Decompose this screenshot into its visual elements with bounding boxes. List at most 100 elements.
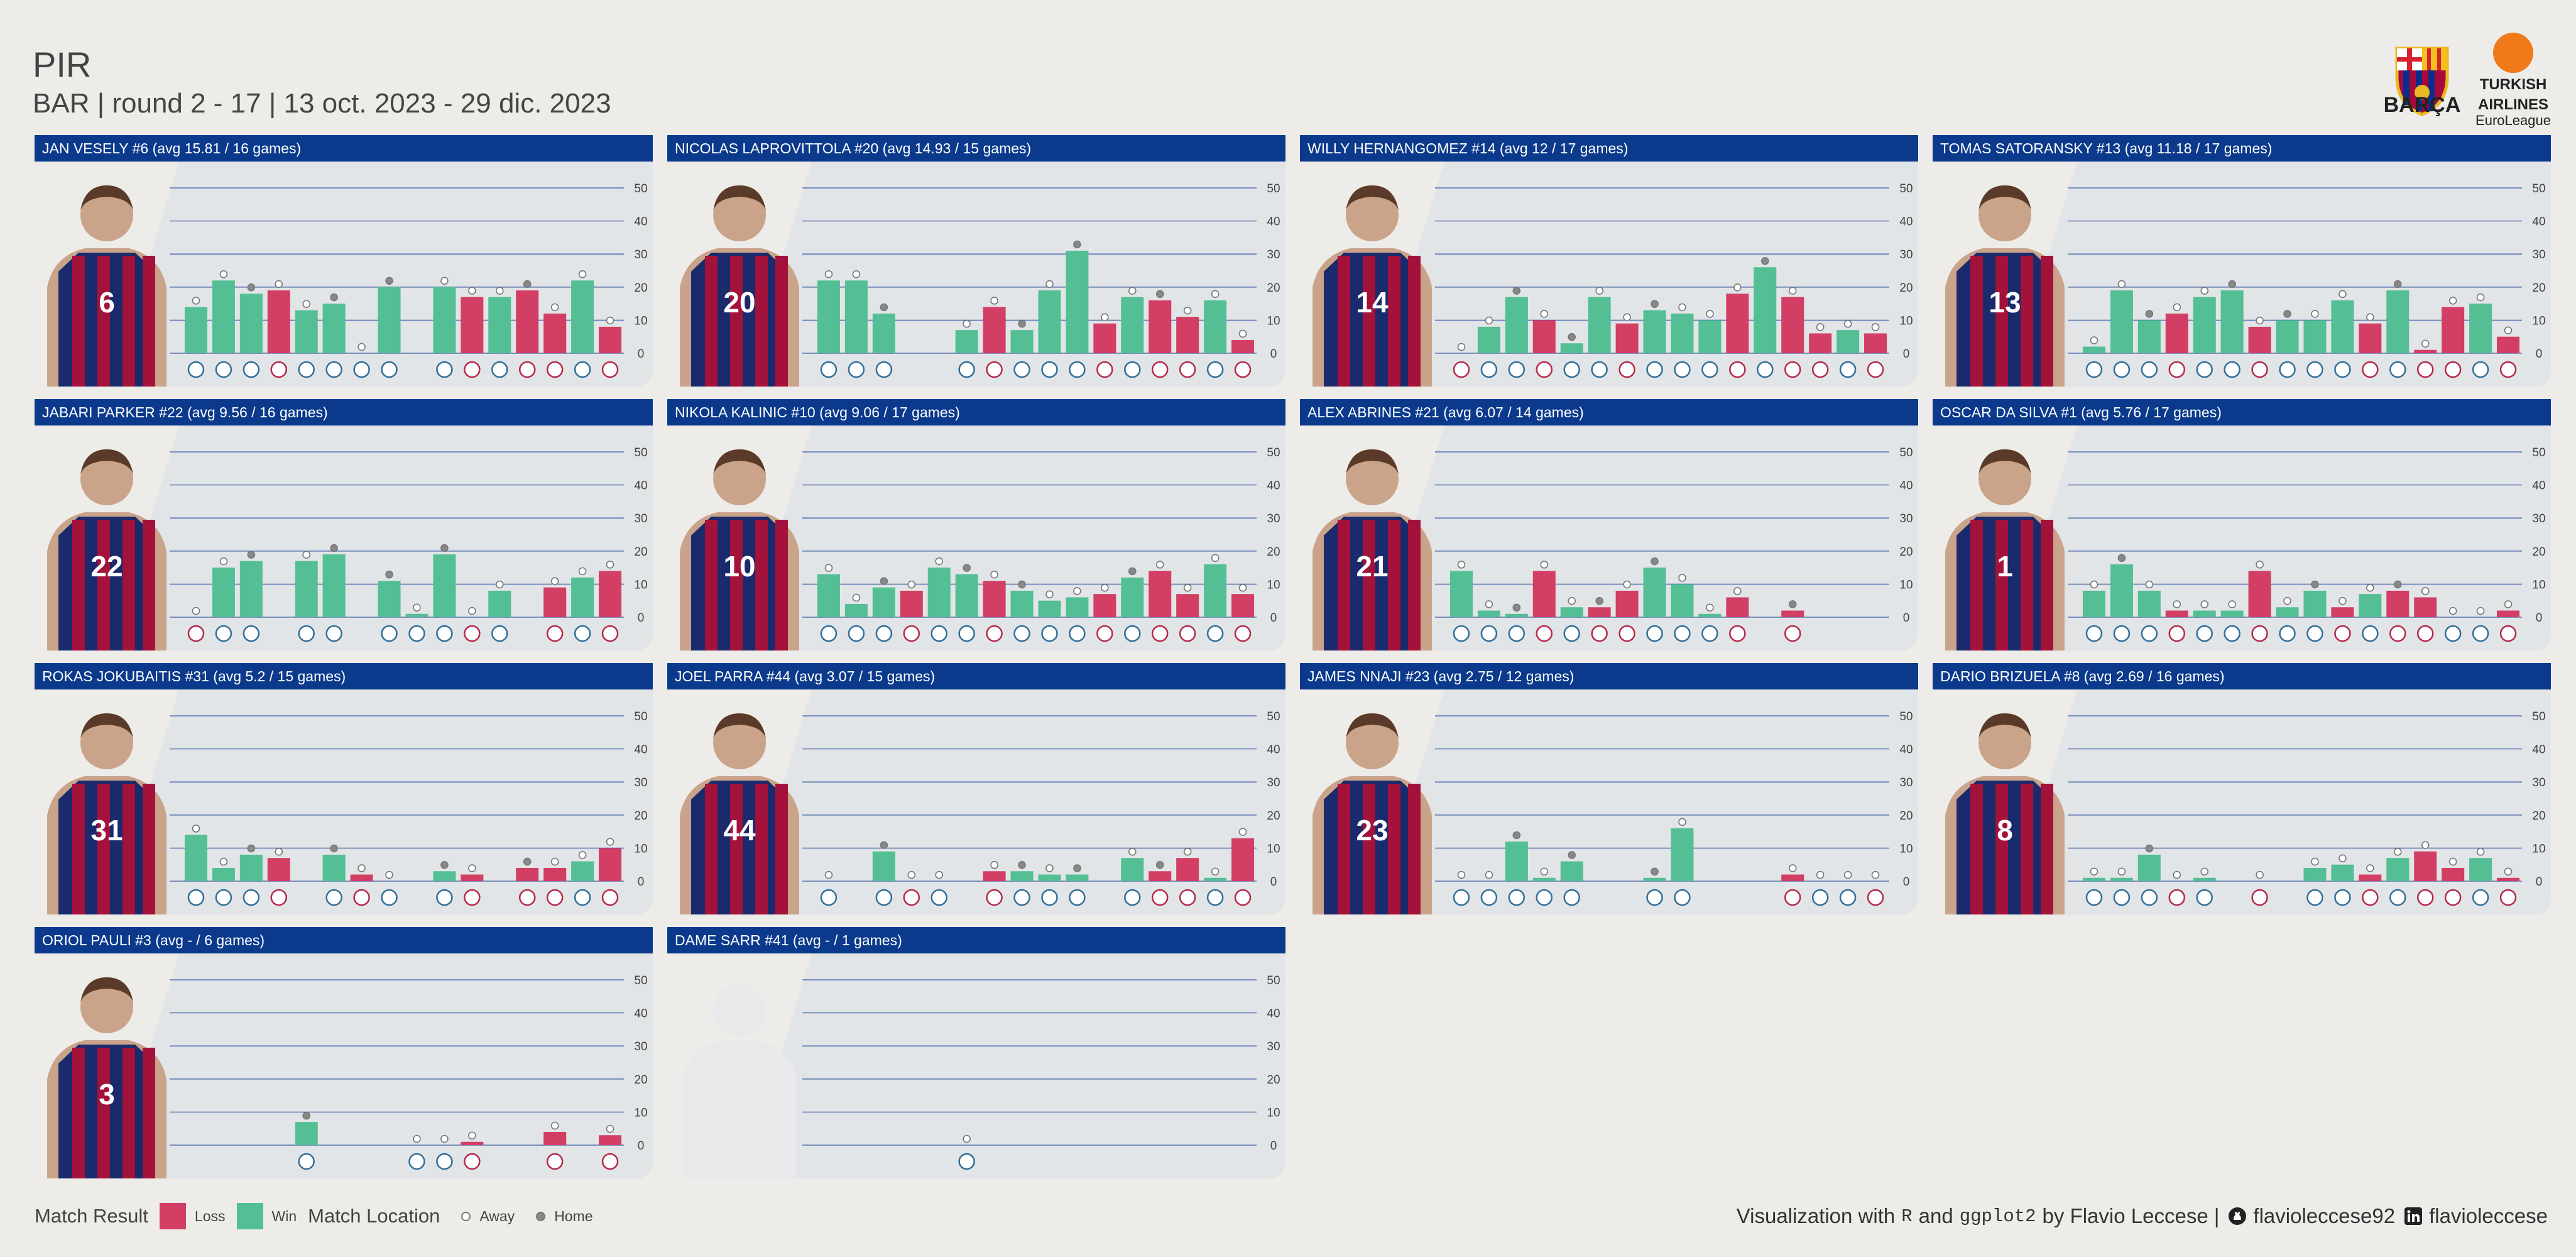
pir-bar [1643, 877, 1666, 881]
location-dot [1843, 319, 1852, 328]
location-dot [219, 270, 228, 278]
pir-bar [844, 603, 868, 617]
pir-bar [2276, 320, 2299, 353]
location-dot [1183, 583, 1192, 592]
opponent-logo-icon [574, 361, 591, 378]
credit-linkedin-handle[interactable]: flavioleccese [2429, 1204, 2548, 1227]
opponent-logo-icon [1701, 361, 1718, 378]
opponent-logo-icon [2472, 625, 2489, 642]
y-tick-label: 30 [2532, 776, 2545, 789]
location-dot [2090, 580, 2098, 589]
location-dot [1073, 864, 1081, 872]
opponent-logo-icon [215, 625, 232, 642]
location-dot [990, 570, 998, 579]
y-tick-label: 0 [2536, 876, 2543, 889]
y-tick-label: 50 [2532, 710, 2545, 723]
location-dot [824, 870, 833, 879]
location-dot [495, 287, 504, 295]
y-tick-label: 30 [634, 1040, 647, 1053]
pir-bar [1781, 297, 1804, 353]
pir-bar [2497, 336, 2520, 353]
location-dot [1706, 603, 1714, 612]
location-dot [1018, 319, 1026, 328]
location-dot [302, 551, 311, 559]
location-dot [1018, 860, 1026, 869]
pir-bar [2248, 571, 2271, 617]
opponent-logo-icon [931, 625, 947, 642]
location-dot [219, 857, 228, 866]
opponent-logo-icon [1784, 889, 1801, 906]
y-tick-label: 20 [634, 810, 647, 823]
pir-bar [872, 587, 895, 617]
location-dot [1871, 870, 1880, 879]
opponent-logo-icon [601, 1153, 619, 1170]
barca-crest-icon [2395, 47, 2449, 116]
player-pir-chart: 0 10 20 30 40 50 [683, 953, 1285, 1178]
location-dot [2366, 313, 2374, 321]
player-pir-chart: 0 10 20 30 40 50 44 [680, 689, 1285, 914]
credit-github-handle[interactable]: flavioleccese92 [2253, 1204, 2396, 1227]
location-dot [2393, 847, 2402, 856]
opponent-logo-icon [2141, 889, 2158, 906]
location-dot [2504, 600, 2513, 608]
opponent-logo-icon [1508, 889, 1525, 906]
player-panel: JABARI PARKER #22 (avg 9.56 / 16 games) 0… [35, 399, 653, 650]
opponent-logo-icon [820, 625, 838, 642]
opponent-logo-icon [2141, 625, 2158, 642]
jersey-number: 10 [723, 550, 755, 583]
player-panel-header: JOEL PARRA #44 (avg 3.07 / 15 games) [667, 663, 1285, 689]
location-dot [606, 316, 614, 325]
opponent-logo-icon [1480, 361, 1498, 378]
location-dot [2476, 607, 2485, 615]
pir-bar [2220, 610, 2244, 617]
opponent-logo-icon [1151, 889, 1169, 906]
pir-bar [267, 290, 290, 353]
opponent-logo-icon [1179, 361, 1196, 378]
location-dot [330, 544, 338, 552]
opponent-logo-icon [820, 361, 838, 378]
location-dot [1183, 306, 1192, 315]
credit-prefix: Visualization with [1736, 1204, 1896, 1227]
opponent-logo-icon [464, 889, 481, 906]
pir-bar [2469, 304, 2492, 353]
opponent-logo-icon [1701, 625, 1718, 642]
opponent-logo-icon [1591, 361, 1608, 378]
location-dot [2421, 587, 2430, 595]
pir-bar [1532, 877, 1556, 881]
pir-bar [1121, 577, 1144, 617]
pir-bar [433, 287, 456, 353]
location-dot [2283, 596, 2291, 605]
pir-bar [295, 310, 318, 353]
pir-bar [1066, 597, 1089, 617]
opponent-logo-icon [986, 361, 1003, 378]
y-tick-label: 40 [634, 216, 647, 229]
opponent-logo-icon [436, 889, 453, 906]
location-dot [1540, 310, 1549, 318]
pir-bar [927, 568, 951, 617]
y-tick-label: 10 [634, 314, 647, 327]
location-dot [1211, 554, 1220, 563]
pir-bar [2386, 858, 2410, 881]
opponent-logo-icon [848, 361, 865, 378]
location-dot [1238, 329, 1247, 338]
location-dot [1485, 316, 1493, 325]
opponent-logo-icon [958, 625, 975, 642]
pir-bar [1204, 300, 1227, 353]
opponent-logo-icon [215, 361, 232, 378]
y-tick-label: 10 [2532, 842, 2545, 855]
pir-bar [1038, 290, 1061, 353]
player-portrait: 3 [47, 977, 166, 1178]
opponent-logo-icon [958, 1153, 975, 1170]
location-dot [2256, 561, 2264, 569]
y-tick-label: 0 [1270, 1139, 1277, 1153]
pir-bar [2082, 590, 2105, 617]
player-pir-chart: 0 10 20 30 40 50 3 [47, 953, 653, 1178]
opponent-logo-icon [2444, 361, 2462, 378]
pir-bar [488, 590, 511, 617]
pir-bar [1615, 590, 1639, 617]
pir-bar [1588, 297, 1611, 353]
pir-bar [433, 871, 456, 881]
location-dot [1457, 343, 1466, 351]
location-dot [2090, 336, 2098, 344]
y-tick-label: 50 [1267, 446, 1280, 459]
